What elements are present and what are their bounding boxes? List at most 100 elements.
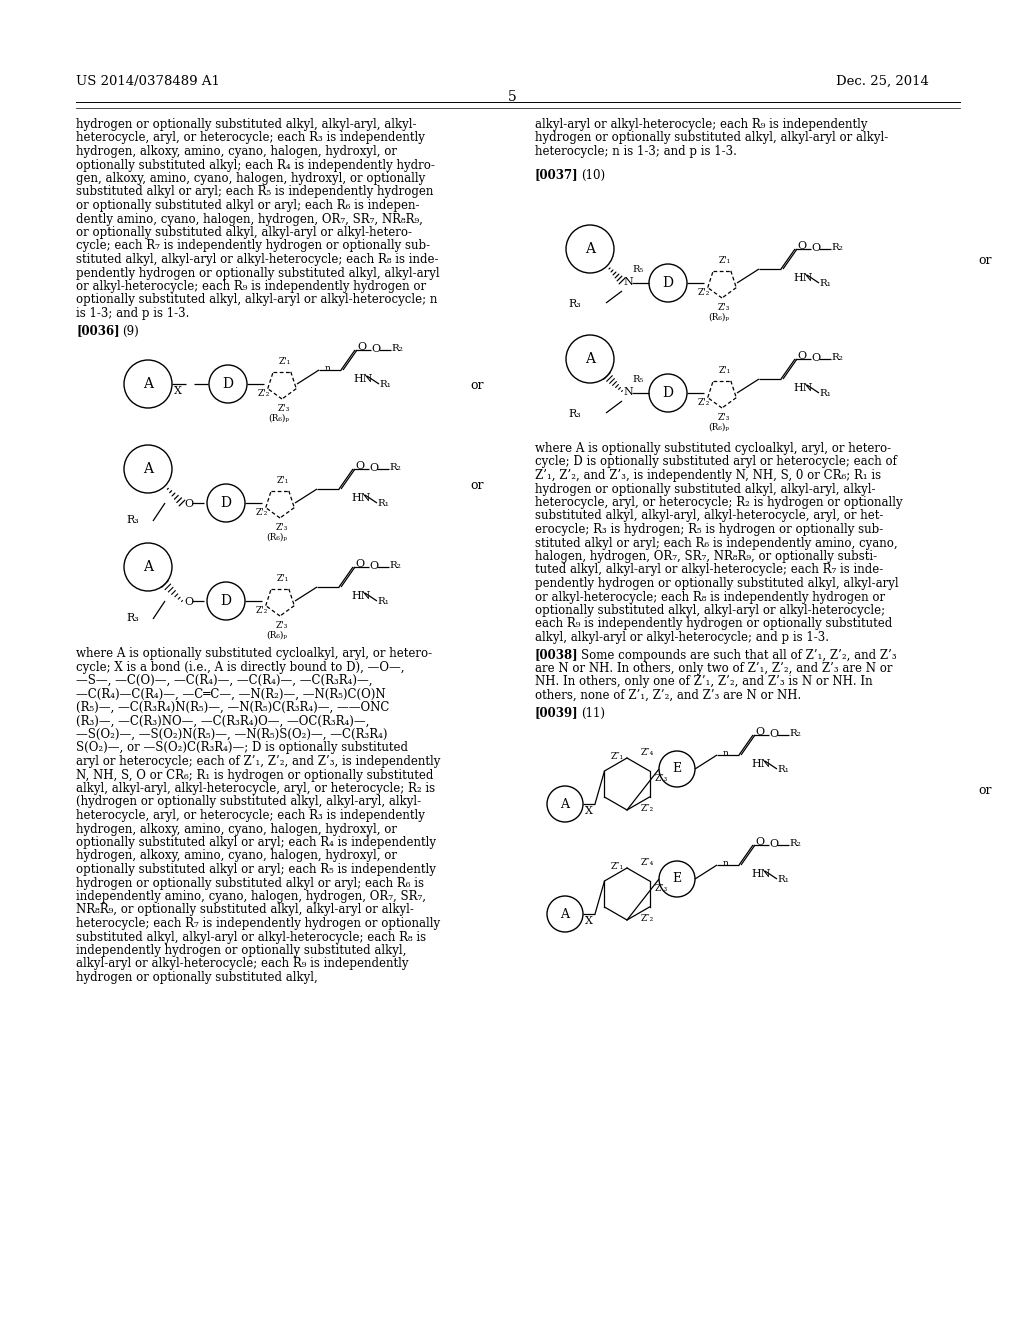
Text: R₃: R₃	[568, 300, 581, 309]
Text: Z″₂: Z″₂	[641, 913, 654, 923]
Text: [0038]: [0038]	[535, 648, 579, 661]
Text: —C(R₄)—C(R₄)—, —C═C—, —N(R₂)—, —N(R₅)C(O)N: —C(R₄)—C(R₄)—, —C═C—, —N(R₂)—, —N(R₅)C(O…	[76, 688, 386, 701]
Text: (R₆)ₚ: (R₆)ₚ	[266, 631, 287, 640]
Text: A: A	[143, 462, 153, 477]
Text: R₂: R₂	[831, 352, 843, 362]
Text: independently hydrogen or optionally substituted alkyl,: independently hydrogen or optionally sub…	[76, 944, 407, 957]
Text: (R₆)ₚ: (R₆)ₚ	[708, 313, 729, 322]
Text: N: N	[623, 277, 633, 286]
Text: R₂: R₂	[831, 243, 843, 252]
Text: substituted alkyl, alkyl-aryl or alkyl-heterocycle; each R₈ is: substituted alkyl, alkyl-aryl or alkyl-h…	[76, 931, 426, 944]
Text: X: X	[585, 916, 593, 927]
Text: Z'₁: Z'₁	[278, 477, 289, 484]
Text: n: n	[325, 364, 331, 374]
Text: HN: HN	[751, 759, 770, 770]
Text: alkyl, alkyl-aryl, alkyl-heterocycle, aryl, or heterocycle; R₂ is: alkyl, alkyl-aryl, alkyl-heterocycle, ar…	[76, 781, 435, 795]
Text: R₅: R₅	[632, 375, 643, 384]
Text: hydrogen, alkoxy, amino, cyano, halogen, hydroxyl, or: hydrogen, alkoxy, amino, cyano, halogen,…	[76, 145, 397, 158]
Text: Z'₃: Z'₃	[718, 413, 730, 422]
Text: R₅: R₅	[632, 265, 643, 275]
Text: O: O	[355, 558, 365, 569]
Text: US 2014/0378489 A1: US 2014/0378489 A1	[76, 75, 220, 88]
Text: Z'₃: Z'₃	[276, 523, 289, 532]
Text: gen, alkoxy, amino, cyano, halogen, hydroxyl, or optionally: gen, alkoxy, amino, cyano, halogen, hydr…	[76, 172, 425, 185]
Text: or: or	[470, 379, 483, 392]
Text: O: O	[184, 499, 194, 510]
Text: Z'₁: Z'₁	[278, 574, 289, 583]
Text: —S—, —C(O)—, —C(R₄)—, —C(R₄)—, —C(R₃R₄)—,: —S—, —C(O)—, —C(R₄)—, —C(R₄)—, —C(R₃R₄)—…	[76, 675, 373, 686]
Text: or: or	[978, 253, 991, 267]
Text: Z'₂: Z'₂	[256, 508, 268, 517]
Text: stituted alkyl or aryl; each R₆ is independently amino, cyano,: stituted alkyl or aryl; each R₆ is indep…	[535, 536, 898, 549]
Text: R₃: R₃	[126, 612, 138, 623]
Text: Dec. 25, 2014: Dec. 25, 2014	[836, 75, 929, 88]
Text: [0036]: [0036]	[76, 325, 120, 338]
Text: optionally substituted alkyl or aryl; each R₅ is independently: optionally substituted alkyl or aryl; ea…	[76, 863, 436, 876]
Text: tuted alkyl, alkyl-aryl or alkyl-heterocycle; each R₇ is inde-: tuted alkyl, alkyl-aryl or alkyl-heteroc…	[535, 564, 884, 577]
Text: R₂: R₂	[389, 463, 400, 473]
Text: or alkyl-heterocycle; each R₉ is independently hydrogen or: or alkyl-heterocycle; each R₉ is indepen…	[76, 280, 426, 293]
Text: O: O	[755, 837, 764, 847]
Text: A: A	[143, 560, 153, 574]
Text: heterocycle; each R₇ is independently hydrogen or optionally: heterocycle; each R₇ is independently hy…	[76, 917, 440, 931]
Text: pendently hydrogen or optionally substituted alkyl, alkyl-aryl: pendently hydrogen or optionally substit…	[76, 267, 439, 280]
Text: —S(O₂)—, —S(O₂)N(R₅)—, —N(R₅)S(O₂)—, —C(R₃R₄): —S(O₂)—, —S(O₂)N(R₅)—, —N(R₅)S(O₂)—, —C(…	[76, 729, 387, 741]
Text: R₁: R₁	[379, 380, 391, 389]
Text: Z'₂: Z'₂	[698, 288, 711, 297]
Text: alkyl-aryl or alkyl-heterocycle; each R₉ is independently: alkyl-aryl or alkyl-heterocycle; each R₉…	[535, 117, 867, 131]
Text: X: X	[174, 385, 182, 396]
Text: (10): (10)	[581, 169, 605, 181]
Text: D: D	[663, 276, 674, 290]
Text: Z'₃: Z'₃	[278, 404, 291, 413]
Text: cycle; X is a bond (i.e., A is directly bound to D), —O—,: cycle; X is a bond (i.e., A is directly …	[76, 660, 404, 673]
Text: (R₆)ₚ: (R₆)ₚ	[268, 414, 289, 422]
Text: hydrogen, alkoxy, amino, cyano, halogen, hydroxyl, or: hydrogen, alkoxy, amino, cyano, halogen,…	[76, 850, 397, 862]
Text: or alkyl-heterocycle; each R₈ is independently hydrogen or: or alkyl-heterocycle; each R₈ is indepen…	[535, 590, 885, 603]
Text: E: E	[673, 873, 682, 886]
Text: Z'₂: Z'₂	[698, 399, 711, 407]
Text: N, NH, S, O or CR₆; R₁ is hydrogen or optionally substituted: N, NH, S, O or CR₆; R₁ is hydrogen or op…	[76, 768, 433, 781]
Text: O: O	[369, 561, 378, 572]
Text: O: O	[811, 352, 820, 363]
Text: HN: HN	[351, 591, 371, 601]
Text: optionally substituted alkyl; each R₄ is independently hydro-: optionally substituted alkyl; each R₄ is…	[76, 158, 435, 172]
Text: hydrogen or optionally substituted alkyl, alkyl-aryl, alkyl-: hydrogen or optionally substituted alkyl…	[535, 483, 876, 495]
Text: (9): (9)	[122, 325, 138, 338]
Text: (R₅)—, —C(R₃R₄)N(R₅)—, —N(R₅)C(R₃R₄)—, ——ONC: (R₅)—, —C(R₃R₄)N(R₅)—, —N(R₅)C(R₃R₄)—, —…	[76, 701, 389, 714]
Text: heterocycle, aryl, or heterocycle; each R₃ is independently: heterocycle, aryl, or heterocycle; each …	[76, 809, 425, 822]
Text: E: E	[673, 763, 682, 776]
Text: n: n	[723, 859, 729, 869]
Text: n: n	[723, 748, 729, 758]
Text: HN: HN	[793, 273, 812, 282]
Text: X: X	[585, 807, 593, 816]
Text: Z'₃: Z'₃	[718, 304, 730, 312]
Text: O: O	[769, 840, 778, 849]
Text: are N or NH. In others, only two of Z’₁, Z’₂, and Z’₃ are N or: are N or NH. In others, only two of Z’₁,…	[535, 663, 893, 675]
Text: A: A	[560, 908, 569, 920]
Text: R₂: R₂	[389, 561, 400, 570]
Text: where A is optionally substituted cycloalkyl, aryl, or hetero-: where A is optionally substituted cycloa…	[76, 647, 432, 660]
Text: Z″₁: Z″₁	[611, 862, 624, 871]
Text: where A is optionally substituted cycloalkyl, aryl, or hetero-: where A is optionally substituted cycloa…	[535, 442, 891, 455]
Text: Z'₃: Z'₃	[276, 620, 289, 630]
Text: O: O	[355, 461, 365, 471]
Text: R₃: R₃	[126, 515, 138, 525]
Text: R₁: R₁	[377, 597, 389, 606]
Text: Z″₁: Z″₁	[611, 752, 624, 762]
Text: R₃: R₃	[568, 409, 581, 418]
Text: R₂: R₂	[790, 729, 801, 738]
Text: optionally substituted alkyl, alkyl-aryl or alkyl-heterocycle; n: optionally substituted alkyl, alkyl-aryl…	[76, 293, 437, 306]
Text: optionally substituted alkyl or aryl; each R₄ is independently: optionally substituted alkyl or aryl; ea…	[76, 836, 436, 849]
Text: Z'₂: Z'₂	[256, 606, 268, 615]
Text: D: D	[220, 496, 231, 510]
Text: stituted alkyl, alkyl-aryl or alkyl-heterocycle; each R₈ is inde-: stituted alkyl, alkyl-aryl or alkyl-hete…	[76, 253, 438, 267]
Text: HN: HN	[793, 383, 812, 393]
Text: (R₆)ₚ: (R₆)ₚ	[266, 533, 287, 543]
Text: R₁: R₁	[377, 499, 389, 508]
Text: Z'₁: Z'₁	[719, 366, 731, 375]
Text: A: A	[560, 797, 569, 810]
Text: substituted alkyl or aryl; each R₅ is independently hydrogen: substituted alkyl or aryl; each R₅ is in…	[76, 186, 433, 198]
Text: Z’₁, Z’₂, and Z’₃, is independently N, NH, S, 0 or CR₆; R₁ is: Z’₁, Z’₂, and Z’₃, is independently N, N…	[535, 469, 881, 482]
Text: dently amino, cyano, halogen, hydrogen, OR₇, SR₇, NR₈R₉,: dently amino, cyano, halogen, hydrogen, …	[76, 213, 423, 226]
Text: R₂: R₂	[391, 345, 402, 352]
